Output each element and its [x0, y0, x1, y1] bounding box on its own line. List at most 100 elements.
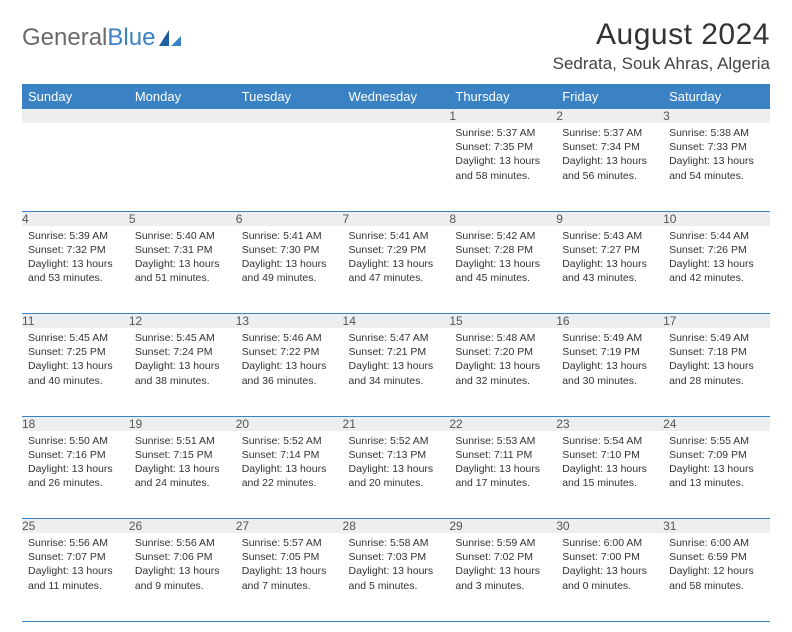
sunset-line: Sunset: 7:18 PM	[669, 345, 766, 359]
weekday-header-row: Sunday Monday Tuesday Wednesday Thursday…	[22, 84, 770, 109]
day-cell	[236, 123, 343, 211]
day-number: 5	[129, 211, 236, 226]
day-cell: Sunrise: 5:39 AMSunset: 7:32 PMDaylight:…	[22, 226, 129, 314]
daylight-line: Daylight: 13 hours and 5 minutes.	[349, 564, 446, 592]
day-content: Sunrise: 5:40 AMSunset: 7:31 PMDaylight:…	[129, 226, 236, 290]
sunset-line: Sunset: 7:32 PM	[28, 243, 125, 257]
day-number: 19	[129, 416, 236, 431]
day-cell: Sunrise: 5:48 AMSunset: 7:20 PMDaylight:…	[449, 328, 556, 416]
sunrise-line: Sunrise: 5:44 AM	[669, 229, 766, 243]
daylight-line: Daylight: 13 hours and 28 minutes.	[669, 359, 766, 387]
daylight-line: Daylight: 13 hours and 49 minutes.	[242, 257, 339, 285]
daylight-line: Daylight: 13 hours and 47 minutes.	[349, 257, 446, 285]
day-cell: Sunrise: 5:38 AMSunset: 7:33 PMDaylight:…	[663, 123, 770, 211]
day-cell: Sunrise: 5:43 AMSunset: 7:27 PMDaylight:…	[556, 226, 663, 314]
week-row: Sunrise: 5:56 AMSunset: 7:07 PMDaylight:…	[22, 533, 770, 621]
weekday-header: Tuesday	[236, 84, 343, 109]
weekday-header: Thursday	[449, 84, 556, 109]
daylight-line: Daylight: 13 hours and 38 minutes.	[135, 359, 232, 387]
sunset-line: Sunset: 7:27 PM	[562, 243, 659, 257]
week-row: Sunrise: 5:39 AMSunset: 7:32 PMDaylight:…	[22, 226, 770, 314]
sunrise-line: Sunrise: 5:37 AM	[455, 126, 552, 140]
day-number: 2	[556, 109, 663, 123]
day-number: 7	[343, 211, 450, 226]
day-number: 6	[236, 211, 343, 226]
daylight-line: Daylight: 13 hours and 54 minutes.	[669, 154, 766, 182]
sunrise-line: Sunrise: 5:40 AM	[135, 229, 232, 243]
day-cell: Sunrise: 6:00 AMSunset: 7:00 PMDaylight:…	[556, 533, 663, 621]
day-cell: Sunrise: 6:00 AMSunset: 6:59 PMDaylight:…	[663, 533, 770, 621]
day-content: Sunrise: 5:45 AMSunset: 7:24 PMDaylight:…	[129, 328, 236, 392]
day-content: Sunrise: 5:43 AMSunset: 7:27 PMDaylight:…	[556, 226, 663, 290]
day-content: Sunrise: 5:58 AMSunset: 7:03 PMDaylight:…	[343, 533, 450, 597]
day-cell	[22, 123, 129, 211]
logo: GeneralBlue	[22, 18, 183, 52]
sunrise-line: Sunrise: 5:51 AM	[135, 434, 232, 448]
daynum-row: 45678910	[22, 211, 770, 226]
day-number: 17	[663, 314, 770, 329]
day-content: Sunrise: 5:53 AMSunset: 7:11 PMDaylight:…	[449, 431, 556, 495]
sunset-line: Sunset: 7:15 PM	[135, 448, 232, 462]
sunset-line: Sunset: 7:25 PM	[28, 345, 125, 359]
calendar-body: 123Sunrise: 5:37 AMSunset: 7:35 PMDaylig…	[22, 109, 770, 621]
sunrise-line: Sunrise: 5:52 AM	[349, 434, 446, 448]
location: Sedrata, Souk Ahras, Algeria	[553, 54, 770, 74]
day-number: 31	[663, 519, 770, 534]
weekday-header: Monday	[129, 84, 236, 109]
day-cell: Sunrise: 5:56 AMSunset: 7:06 PMDaylight:…	[129, 533, 236, 621]
sunset-line: Sunset: 7:07 PM	[28, 550, 125, 564]
day-cell: Sunrise: 5:58 AMSunset: 7:03 PMDaylight:…	[343, 533, 450, 621]
sunrise-line: Sunrise: 5:47 AM	[349, 331, 446, 345]
day-content: Sunrise: 5:41 AMSunset: 7:30 PMDaylight:…	[236, 226, 343, 290]
day-content: Sunrise: 5:44 AMSunset: 7:26 PMDaylight:…	[663, 226, 770, 290]
sunset-line: Sunset: 7:28 PM	[455, 243, 552, 257]
day-content: Sunrise: 5:39 AMSunset: 7:32 PMDaylight:…	[22, 226, 129, 290]
sunrise-line: Sunrise: 5:48 AM	[455, 331, 552, 345]
daylight-line: Daylight: 12 hours and 58 minutes.	[669, 564, 766, 592]
day-content: Sunrise: 5:55 AMSunset: 7:09 PMDaylight:…	[663, 431, 770, 495]
sunset-line: Sunset: 7:35 PM	[455, 140, 552, 154]
sunrise-line: Sunrise: 5:38 AM	[669, 126, 766, 140]
sunrise-line: Sunrise: 5:53 AM	[455, 434, 552, 448]
day-number: 1	[449, 109, 556, 123]
day-cell: Sunrise: 5:56 AMSunset: 7:07 PMDaylight:…	[22, 533, 129, 621]
day-number: 27	[236, 519, 343, 534]
day-number: 11	[22, 314, 129, 329]
sunset-line: Sunset: 7:22 PM	[242, 345, 339, 359]
weekday-header: Sunday	[22, 84, 129, 109]
day-number: 16	[556, 314, 663, 329]
week-row: Sunrise: 5:37 AMSunset: 7:35 PM Daylight:…	[22, 123, 770, 211]
sunset-line: Sunset: 7:14 PM	[242, 448, 339, 462]
day-cell: Sunrise: 5:37 AMSunset: 7:34 PMDaylight:…	[556, 123, 663, 211]
sunrise-line: Sunrise: 6:00 AM	[669, 536, 766, 550]
daylight-line: Daylight: 13 hours and 56 minutes.	[562, 154, 659, 182]
day-cell: Sunrise: 5:37 AMSunset: 7:35 PMDaylight:…	[449, 123, 556, 211]
week-row: Sunrise: 5:45 AMSunset: 7:25 PMDaylight:…	[22, 328, 770, 416]
sunrise-line: Sunrise: 5:59 AM	[455, 536, 552, 550]
day-number: 22	[449, 416, 556, 431]
daylight-line: Daylight: 13 hours and 53 minutes.	[28, 257, 125, 285]
daylight-line: Daylight: 13 hours and 26 minutes.	[28, 462, 125, 490]
sunset-line: Sunset: 7:30 PM	[242, 243, 339, 257]
day-cell: Sunrise: 5:52 AMSunset: 7:14 PMDaylight:…	[236, 431, 343, 519]
day-cell: Sunrise: 5:45 AMSunset: 7:24 PMDaylight:…	[129, 328, 236, 416]
day-content: Sunrise: 5:56 AMSunset: 7:07 PMDaylight:…	[22, 533, 129, 597]
day-content: Sunrise: 5:48 AMSunset: 7:20 PMDaylight:…	[449, 328, 556, 392]
day-number: 28	[343, 519, 450, 534]
logo-word-1: General	[22, 24, 107, 52]
sunrise-line: Sunrise: 5:41 AM	[242, 229, 339, 243]
sunset-line: Sunset: 7:05 PM	[242, 550, 339, 564]
day-cell: Sunrise: 5:49 AMSunset: 7:19 PMDaylight:…	[556, 328, 663, 416]
day-content: Sunrise: 5:37 AMSunset: 7:35 PMDaylight:…	[449, 123, 556, 187]
day-content: Sunrise: 5:52 AMSunset: 7:13 PMDaylight:…	[343, 431, 450, 495]
sunrise-line: Sunrise: 5:45 AM	[135, 331, 232, 345]
weekday-header: Friday	[556, 84, 663, 109]
sunset-line: Sunset: 7:21 PM	[349, 345, 446, 359]
day-cell: Sunrise: 5:57 AMSunset: 7:05 PMDaylight:…	[236, 533, 343, 621]
day-cell: Sunrise: 5:40 AMSunset: 7:31 PMDaylight:…	[129, 226, 236, 314]
daynum-row: 11121314151617	[22, 314, 770, 329]
logo-word-2: Blue	[107, 24, 155, 52]
daylight-line: Daylight: 13 hours and 42 minutes.	[669, 257, 766, 285]
daylight-line: Daylight: 13 hours and 40 minutes.	[28, 359, 125, 387]
day-number: 24	[663, 416, 770, 431]
